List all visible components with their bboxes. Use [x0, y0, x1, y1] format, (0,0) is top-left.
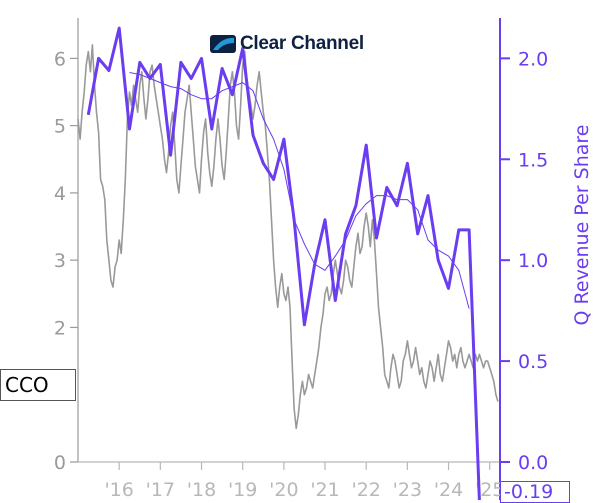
revenue-line — [86, 26, 481, 500]
bottom-tick-label: '24 — [434, 479, 463, 500]
bottom-tick-label: '16 — [104, 479, 133, 500]
left-tick-label: 0 — [54, 452, 66, 474]
left-axis-ticks: 0 2 3 4 5 6 — [54, 48, 78, 474]
right-tick-label: 0.5 — [518, 351, 548, 373]
brand-name: Clear Channel — [240, 33, 364, 54]
left-tick-label: 5 — [54, 116, 66, 138]
bottom-tick-label: '20 — [269, 479, 298, 500]
bottom-tick-label: '21 — [310, 479, 339, 500]
revenue-series — [86, 26, 481, 500]
clear-channel-logo-icon — [210, 35, 236, 53]
right-tick-label: 1.0 — [518, 250, 548, 272]
bottom-axis-ticks: '16 '17 '18 '19 '20 '21 '22 '23 '24 '25 — [104, 462, 504, 500]
ticker-label: CCO — [0, 369, 76, 401]
left-tick-label: 2 — [54, 317, 66, 339]
right-tick-label: 2.0 — [518, 48, 548, 70]
left-tick-label: 6 — [54, 48, 66, 70]
bottom-tick-label: '18 — [187, 479, 216, 500]
ticker-text: CCO — [5, 373, 49, 397]
axes — [77, 18, 501, 500]
right-tick-label: 0.0 — [518, 452, 548, 474]
bottom-tick-label: '22 — [351, 479, 380, 500]
bottom-tick-label: '23 — [393, 479, 422, 500]
right-axis-ticks: 0.0 0.5 1.0 1.5 2.0 — [500, 48, 548, 474]
last-revenue-label: -0.19 — [500, 481, 570, 503]
right-axis-label: Q Revenue Per Share — [571, 125, 593, 326]
bottom-tick-label: '25 — [475, 479, 504, 500]
left-tick-label: 3 — [54, 250, 66, 272]
left-tick-label: 4 — [54, 183, 66, 205]
bottom-tick-label: '17 — [146, 479, 175, 500]
bottom-tick-label: '19 — [228, 479, 257, 500]
last-revenue-value: -0.19 — [504, 481, 554, 503]
price-line — [77, 44, 499, 430]
right-tick-label: 1.5 — [518, 149, 548, 171]
brand-logo: Clear Channel — [210, 33, 364, 55]
price-series — [77, 44, 499, 430]
